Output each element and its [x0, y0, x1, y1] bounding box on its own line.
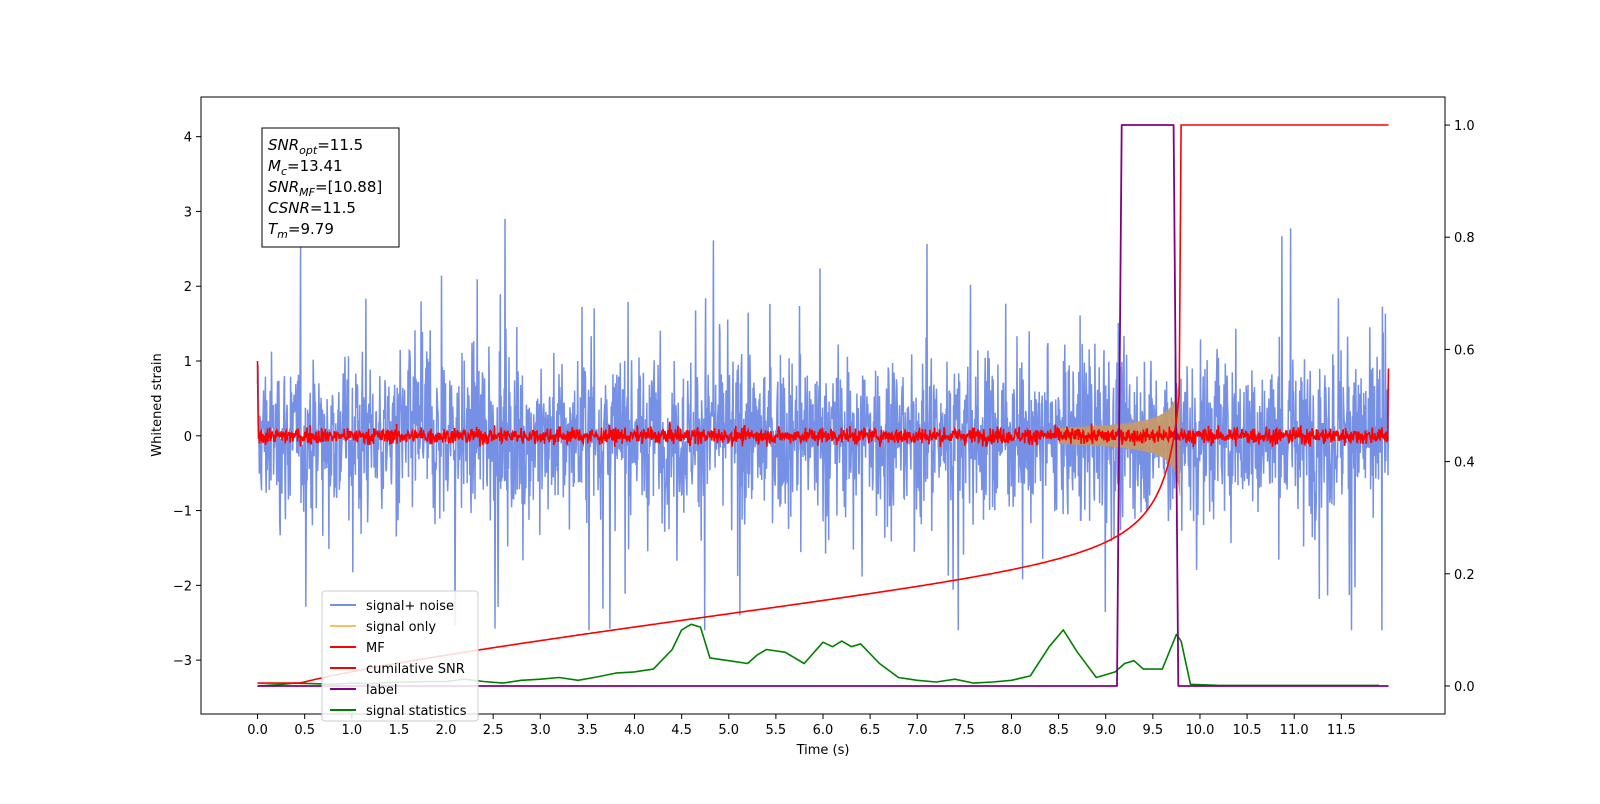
y-tick-label: 3 [184, 205, 192, 220]
y-tick-label: −2 [173, 579, 192, 594]
x-tick-label: 3.0 [530, 723, 551, 738]
series-label [257, 124, 1389, 687]
y2-tick-label: 0.8 [1454, 231, 1475, 246]
y-tick-label: 1 [184, 355, 192, 370]
legend-label: signal+ noise [366, 599, 454, 614]
y2-tick-label: 0.6 [1454, 343, 1475, 358]
annotation-box: SNRopt=11.5Mc=13.41SNRMF=[10.88]CSNR=11.… [261, 127, 400, 248]
x-axis: 0.0 0.5 1.0 1.5 2.0 2.5 3.0 3.5 4.0 4.5 5.0 5.5 6.0 6… [247, 714, 1356, 738]
x-tick-label: 11.5 [1327, 723, 1356, 738]
annotation-line: SNRMF=[10.88] [268, 178, 382, 199]
x-tick-label: 8.0 [1001, 723, 1022, 738]
y2-tick-label: 0.0 [1454, 680, 1475, 695]
x-tick-label: 1.0 [341, 723, 362, 738]
x-tick-label: 7.5 [954, 723, 975, 738]
x-tick-label: 0.5 [294, 723, 315, 738]
legend-label: label [366, 683, 397, 698]
x-tick-label: 8.5 [1048, 723, 1069, 738]
legend: signal+ noise signal only MF cumilative SNR… [321, 590, 479, 722]
annotation-line: CSNR=11.5 [268, 199, 356, 217]
x-tick-label: 5.5 [766, 723, 787, 738]
x-tick-label: 7.0 [907, 723, 928, 738]
y2-tick-label: 1.0 [1454, 119, 1475, 134]
x-tick-label: 2.0 [436, 723, 457, 738]
x-tick-label: 3.5 [577, 723, 598, 738]
x-tick-label: 4.0 [624, 723, 645, 738]
x-tick-label: 6.0 [813, 723, 834, 738]
x-tick-label: 11.0 [1280, 723, 1309, 738]
y-tick-label: 2 [184, 280, 192, 295]
annotation-line: SNRopt=11.5 [268, 136, 363, 157]
y-tick-label: −3 [173, 654, 192, 669]
x-tick-label: 9.0 [1095, 723, 1116, 738]
y-tick-label: −1 [173, 505, 192, 520]
x-tick-label: 5.0 [718, 723, 739, 738]
legend-frame [321, 590, 479, 722]
annotation-line: Tm=9.79 [268, 220, 334, 241]
series-mf [256, 360, 1390, 448]
y-axis-right: 0.0 0.2 0.4 0.6 0.8 1.0 [1445, 119, 1475, 695]
x-tick-label: 2.5 [483, 723, 504, 738]
y2-tick-label: 0.4 [1454, 456, 1475, 471]
x-axis-label: Time (s) [796, 743, 850, 758]
x-tick-label: 9.5 [1143, 723, 1164, 738]
x-tick-label: 10.0 [1185, 723, 1214, 738]
x-tick-label: 6.5 [860, 723, 881, 738]
legend-label: cumilative SNR [366, 662, 465, 677]
y-axis-left: −3 −2 −1 0 1 2 3 4 [173, 131, 201, 669]
annotation-frame [261, 127, 400, 248]
y-tick-label: 0 [184, 430, 192, 445]
y-tick-label: 4 [184, 131, 192, 146]
x-tick-label: 1.5 [389, 723, 410, 738]
series-signal-noise [256, 218, 1390, 631]
x-tick-label: 4.5 [671, 723, 692, 738]
legend-label: signal statistics [366, 704, 467, 719]
y-axis-label: Whitened strain [150, 353, 165, 456]
x-tick-label: 10.5 [1233, 723, 1262, 738]
legend-label: signal only [366, 620, 436, 635]
legend-label: MF [366, 641, 385, 656]
y2-tick-label: 0.2 [1454, 568, 1475, 583]
annotation-line: Mc=13.41 [268, 157, 343, 178]
x-tick-label: 0.0 [247, 723, 268, 738]
